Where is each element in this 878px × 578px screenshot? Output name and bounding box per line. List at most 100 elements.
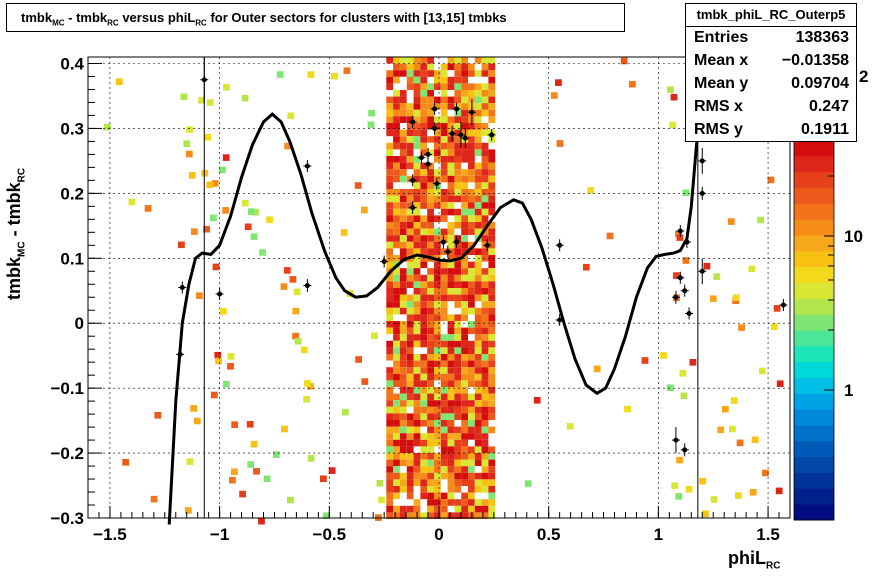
- heatmap-cell: [212, 263, 220, 271]
- heatmap-cell: [399, 301, 407, 308]
- heatmap-cell: [427, 136, 434, 143]
- heatmap-cell: [440, 195, 448, 203]
- profile-point: [179, 285, 185, 290]
- heatmap-cell: [393, 235, 400, 242]
- profile-point: [177, 351, 183, 357]
- heatmap-cell: [420, 123, 428, 130]
- heatmap-cell: [434, 57, 441, 64]
- heatmap-cell: [468, 116, 475, 123]
- heatmap-cell: [474, 433, 482, 440]
- heatmap-cell: [447, 479, 455, 486]
- heatmap-cell: [454, 400, 462, 407]
- heatmap-cell: [481, 208, 489, 216]
- profile-point: [432, 125, 438, 131]
- heatmap-cell: [386, 453, 394, 460]
- heatmap-cell: [481, 354, 489, 361]
- heatmap-cell: [440, 156, 448, 163]
- heatmap-cell: [427, 129, 434, 137]
- heatmap-cell: [413, 459, 421, 467]
- profile-point: [434, 181, 440, 187]
- heatmap-cell: [440, 472, 448, 480]
- heatmap-cell: [393, 57, 400, 64]
- heatmap-cell: [406, 426, 414, 434]
- heatmap-cell: [300, 346, 308, 354]
- heatmap-cell: [440, 380, 448, 387]
- heatmap-cell: [454, 103, 462, 110]
- heatmap-cell: [386, 360, 394, 368]
- heatmap-cell: [440, 393, 448, 401]
- heatmap-cell: [440, 162, 448, 170]
- heatmap-cell: [434, 347, 441, 354]
- heatmap-cell: [399, 103, 407, 110]
- heatmap-cell: [440, 413, 448, 420]
- heatmap-cell: [481, 142, 489, 150]
- heatmap-cell: [420, 109, 428, 117]
- heatmap-cell: [399, 90, 407, 97]
- heatmap-cell: [461, 103, 468, 110]
- heatmap-cell: [393, 288, 400, 295]
- heatmap-cell: [440, 360, 448, 368]
- heatmap-cell: [474, 459, 482, 467]
- heatmap-cell: [399, 57, 407, 64]
- heatmap-cell: [474, 202, 482, 209]
- heatmap-cell: [468, 466, 475, 473]
- heatmap-cell: [440, 123, 448, 130]
- heatmap-cell: [440, 116, 448, 123]
- heatmap-cell: [393, 189, 400, 196]
- heatmap-cell: [447, 373, 455, 381]
- heatmap-cell: [440, 420, 448, 427]
- y-tick-label: −0.3: [50, 509, 84, 528]
- heatmap-cell: [488, 241, 496, 249]
- heatmap-cell: [427, 400, 434, 407]
- heatmap-cell: [420, 347, 428, 354]
- chart-title-box: tmbkMC - tmbkRC versus phiLRC for Outer …: [6, 3, 625, 32]
- heatmap-cell: [188, 172, 196, 179]
- heatmap-cell: [434, 215, 441, 222]
- heatmap-cell: [474, 499, 482, 506]
- heatmap-cell: [393, 301, 400, 308]
- heatmap-cell: [488, 294, 496, 302]
- heatmap-cell: [420, 512, 428, 519]
- heatmap-cell: [399, 96, 407, 104]
- heatmap-cell: [488, 202, 496, 209]
- palette-swatch: [794, 345, 834, 363]
- heatmap-cell: [184, 507, 192, 514]
- heatmap-cell: [488, 268, 496, 275]
- heatmap-cell: [474, 393, 482, 401]
- heatmap-cell: [727, 218, 735, 225]
- heatmap-cell: [447, 426, 455, 434]
- heatmap-cell: [272, 451, 280, 458]
- heatmap-cell: [488, 274, 496, 282]
- heatmap-cell: [474, 387, 482, 394]
- heatmap-cell: [386, 222, 394, 229]
- heatmap-cell: [399, 512, 407, 519]
- heatmap-cell: [413, 76, 421, 84]
- heatmap-cell: [488, 109, 496, 117]
- heatmap-cell: [481, 505, 489, 513]
- heatmap-cell: [488, 354, 496, 361]
- heatmap-cell: [393, 360, 400, 368]
- heatmap-cell: [393, 334, 400, 341]
- heatmap-cell: [386, 261, 394, 269]
- heatmap-cell: [406, 268, 414, 275]
- palette-swatch: [794, 219, 834, 236]
- heatmap-cell: [474, 453, 482, 460]
- heatmap-cell: [474, 175, 482, 183]
- heatmap-cell: [420, 373, 428, 381]
- heatmap-cell: [447, 255, 455, 262]
- heatmap-cell: [488, 169, 496, 176]
- heatmap-cell: [440, 453, 448, 460]
- heatmap-cell: [440, 175, 448, 183]
- heatmap-cell: [481, 472, 489, 480]
- heatmap-cell: [386, 288, 394, 295]
- heatmap-cell: [447, 169, 455, 176]
- heatmap-cell: [427, 288, 434, 295]
- heatmap-cell: [461, 446, 468, 453]
- heatmap-cell: [461, 156, 468, 163]
- heatmap-cell: [440, 109, 448, 117]
- heatmap-cell: [399, 373, 407, 381]
- profile-point: [686, 310, 692, 316]
- heatmap-cell: [399, 162, 407, 170]
- heatmap-cell: [413, 505, 421, 513]
- heatmap-cell: [481, 406, 489, 414]
